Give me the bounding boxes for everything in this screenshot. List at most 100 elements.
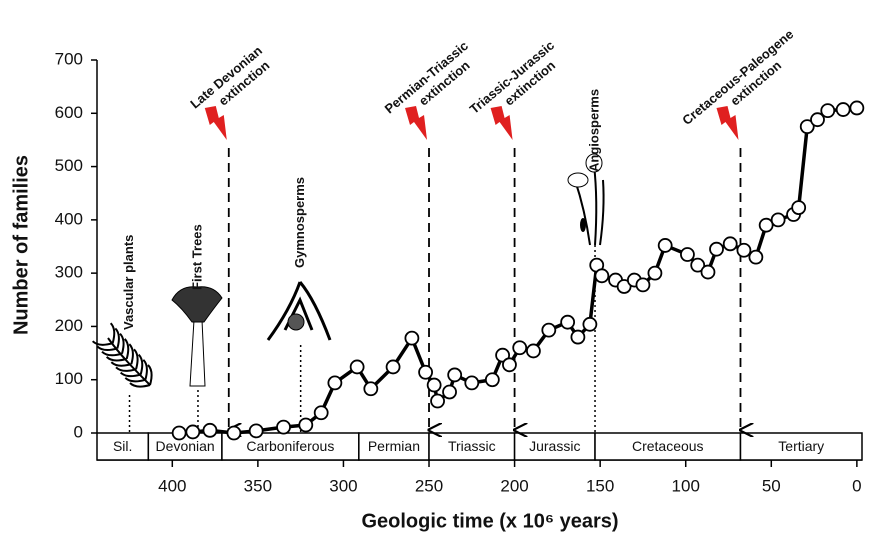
y-tick-label: 700 (55, 49, 83, 68)
x-tick-label: 250 (415, 476, 443, 495)
period-box (739, 432, 863, 461)
data-point (799, 119, 815, 135)
extinction-bolt (490, 106, 513, 140)
data-point (248, 423, 264, 439)
y-tick-label: 0 (74, 422, 83, 441)
period-box (428, 432, 516, 461)
data-point (484, 372, 500, 388)
extinction-bolt (204, 106, 227, 140)
data-point (657, 238, 673, 253)
x-tick-label: 200 (500, 476, 528, 495)
data-point (758, 217, 774, 233)
x-axis-title: Geologic time (x 10⁶ years) (361, 510, 618, 532)
tree-trunk (189, 319, 206, 387)
x-tick-label: 400 (158, 476, 186, 495)
period-label: Devonian (156, 438, 215, 454)
fern-leaf (124, 359, 148, 383)
milestone-label: First Trees (189, 224, 204, 290)
milestone-label: Gymnosperms (292, 177, 307, 268)
period-box (513, 432, 596, 461)
period-label: Jurassic (529, 438, 580, 454)
data-point (276, 419, 291, 435)
data-point (526, 343, 541, 359)
data-point (298, 417, 314, 433)
period-label: Sil. (113, 438, 132, 454)
extinction-text: Cretaceous-Paleogene (679, 26, 796, 128)
y-tick-label: 400 (55, 209, 83, 228)
data-point (202, 422, 218, 438)
gymno-cone (287, 313, 305, 331)
data-point (770, 212, 786, 228)
data-point (512, 340, 528, 356)
data-point (748, 249, 764, 265)
extinction-bolt (716, 106, 739, 140)
angio-flower (567, 172, 589, 188)
period-label: Tertiary (778, 438, 824, 454)
data-point (502, 357, 517, 373)
y-tick-label: 100 (55, 369, 83, 388)
fern-leaf (105, 338, 130, 362)
data-point (709, 241, 724, 257)
x-tick-label: 350 (244, 476, 272, 495)
extinction-bolt (405, 106, 428, 140)
fern-icon (107, 337, 151, 386)
y-axis-title: Number of families (10, 155, 32, 335)
fern-leaf (101, 332, 125, 357)
milestone-icon (91, 322, 153, 388)
data-point (791, 200, 807, 216)
data-point (680, 247, 695, 262)
data-point (442, 384, 457, 400)
data-point (385, 359, 401, 375)
period-label: Carboniferous (246, 438, 334, 454)
data-point (849, 100, 865, 116)
data-point (426, 377, 442, 393)
period-box (594, 432, 742, 461)
y-tick-label: 600 (55, 103, 83, 122)
x-tick-label: 100 (672, 476, 700, 495)
data-point (541, 322, 557, 338)
fern-leaf (96, 327, 120, 352)
fern-leaf (119, 353, 144, 378)
data-point (404, 330, 420, 346)
x-tick-label: 50 (762, 476, 781, 495)
data-point (582, 316, 598, 332)
data-point (226, 425, 242, 441)
tree-crown (171, 286, 223, 323)
data-point (560, 314, 576, 330)
period-box (221, 432, 360, 461)
data-point (700, 264, 716, 280)
data-point (363, 381, 379, 397)
data-point (690, 257, 706, 273)
period-label: Permian (368, 438, 420, 454)
milestone-label: Angiosperms (586, 89, 601, 172)
x-tick-label: 0 (852, 476, 861, 495)
x-tick-label: 300 (329, 476, 357, 495)
gymno-branch (266, 281, 332, 341)
angio-bud (580, 218, 586, 232)
fern-leaf (115, 348, 139, 372)
fern-leaf (129, 364, 153, 388)
fern-leaf (110, 343, 134, 367)
data-point (594, 268, 610, 284)
milestone-label: Vascular plants (121, 235, 136, 330)
angio-flower (585, 153, 603, 173)
period-label: Cretaceous (632, 438, 704, 454)
data-point (447, 367, 463, 383)
data-point (570, 329, 586, 345)
data-point (616, 279, 632, 294)
milestone-icon (266, 281, 332, 341)
milestone-icon (171, 286, 223, 387)
y-tick-label: 500 (55, 156, 83, 175)
y-tick-label: 200 (55, 316, 83, 335)
data-point (313, 405, 329, 421)
data-line (179, 106, 858, 435)
data-point (327, 375, 343, 391)
data-point (722, 236, 738, 252)
data-point (171, 425, 187, 441)
data-point (185, 424, 201, 440)
y-tick-label: 300 (55, 263, 83, 282)
fern-leaf (91, 322, 116, 346)
